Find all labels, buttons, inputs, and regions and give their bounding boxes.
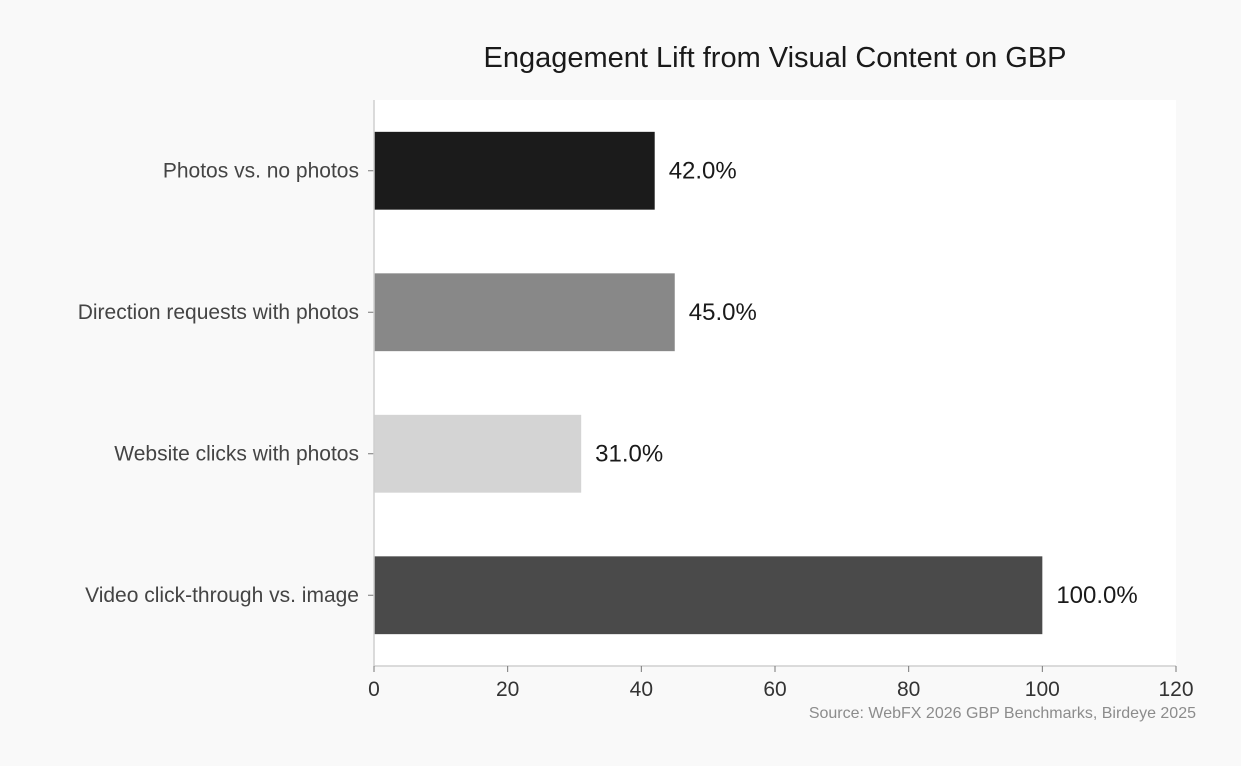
x-axis: 0 20 40 60 80 100 120 (368, 665, 1194, 701)
x-tick-label: 20 (496, 678, 519, 701)
x-tick-label: 60 (763, 678, 786, 701)
x-tick-label: 80 (897, 678, 920, 701)
source-note: Source: WebFX 2026 GBP Benchmarks, Birde… (809, 705, 1196, 722)
bars-group: 42.0% 45.0% 31.0% 100.0% (374, 131, 1138, 635)
bar (374, 414, 582, 493)
data-label: 31.0% (595, 440, 663, 467)
category-label: Direction requests with photos (78, 301, 359, 324)
category-labels-group: Photos vs. no photos Direction requests w… (78, 159, 374, 607)
category-label: Video click-through vs. image (85, 584, 359, 607)
x-tick-label: 0 (368, 678, 380, 701)
bar (374, 131, 655, 210)
bar (374, 273, 675, 352)
x-tick-label: 100 (1025, 678, 1060, 701)
bar (374, 556, 1043, 635)
data-label: 42.0% (669, 157, 737, 184)
chart-title: Engagement Lift from Visual Content on G… (483, 42, 1066, 74)
category-label: Website clicks with photos (114, 442, 359, 465)
x-tick-label: 120 (1158, 678, 1193, 701)
x-tick-label: 40 (630, 678, 653, 701)
category-label: Photos vs. no photos (163, 159, 359, 182)
data-label: 100.0% (1056, 582, 1137, 609)
data-label: 45.0% (689, 299, 757, 326)
